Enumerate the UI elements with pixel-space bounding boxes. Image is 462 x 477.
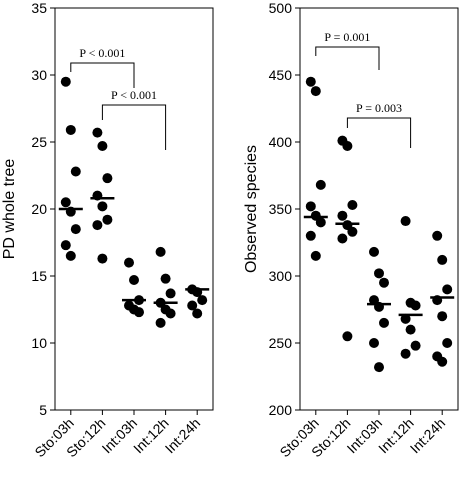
data-point <box>374 268 384 279</box>
data-point <box>342 331 353 342</box>
data-point <box>305 76 316 87</box>
y-tick-label: 400 <box>269 134 293 150</box>
y-tick-label: 350 <box>269 201 293 217</box>
data-point <box>437 311 448 322</box>
significance-bracket <box>70 62 135 88</box>
data-point <box>134 307 144 318</box>
x-tick-label: Int:24h <box>162 415 204 457</box>
data-point <box>192 308 203 319</box>
data-point <box>442 338 453 348</box>
data-point <box>342 141 353 152</box>
data-point <box>165 308 176 319</box>
significance-label: P = 0.001 <box>324 30 370 44</box>
data-point <box>60 240 71 251</box>
data-point <box>65 124 76 135</box>
significance-bracket <box>315 46 380 70</box>
data-point <box>410 340 421 351</box>
y-tick-label: 300 <box>269 268 293 284</box>
data-point <box>347 199 358 210</box>
data-point <box>310 86 321 97</box>
data-point <box>379 277 389 288</box>
y-tick-label: 30 <box>31 67 47 83</box>
data-point <box>165 288 176 299</box>
data-point <box>405 324 416 335</box>
data-point <box>400 348 411 359</box>
data-point <box>410 300 421 311</box>
data-point <box>70 224 81 235</box>
data-point <box>400 313 411 324</box>
y-tick-label: 20 <box>31 201 47 217</box>
data-point <box>337 210 348 221</box>
data-point <box>374 362 384 373</box>
significance-label: P = 0.003 <box>356 101 402 115</box>
data-point <box>347 226 358 237</box>
y-tick-label: 500 <box>269 0 293 16</box>
data-point <box>305 201 316 212</box>
data-point <box>442 284 453 295</box>
data-point <box>70 166 81 177</box>
data-point <box>315 217 326 228</box>
data-point <box>60 197 71 208</box>
data-point <box>97 141 108 152</box>
data-point <box>197 295 208 306</box>
data-point <box>369 246 379 257</box>
y-tick-label: 10 <box>31 335 47 351</box>
data-point <box>337 233 348 244</box>
y-tick-label: 250 <box>269 335 293 351</box>
data-point <box>369 338 379 348</box>
data-point <box>92 220 103 231</box>
data-point <box>155 317 166 328</box>
data-point <box>305 230 316 241</box>
significance-bracket <box>346 117 412 148</box>
data-point <box>124 257 134 268</box>
data-point <box>310 250 321 261</box>
y-tick-label: 15 <box>31 268 47 284</box>
data-point <box>60 76 71 87</box>
y-axis-label: PD whole tree <box>1 159 18 260</box>
data-point <box>102 214 113 225</box>
data-point <box>129 275 139 286</box>
y-tick-label: 5 <box>39 402 47 418</box>
significance-label: P < 0.001 <box>111 88 157 102</box>
data-point <box>65 250 76 261</box>
x-tick-label: Int:24h <box>407 415 449 457</box>
data-point <box>155 246 166 257</box>
data-point <box>315 179 326 190</box>
y-axis-label: Observed species <box>243 145 260 273</box>
significance-bracket <box>101 104 167 150</box>
data-point <box>97 253 108 264</box>
data-point <box>400 216 411 227</box>
data-point <box>437 254 448 265</box>
y-tick-label: 35 <box>31 0 47 16</box>
data-point <box>102 173 113 184</box>
data-point <box>160 273 171 284</box>
significance-label: P < 0.001 <box>79 46 125 60</box>
data-point <box>437 356 448 367</box>
y-tick-label: 450 <box>269 67 293 83</box>
data-point <box>379 317 389 328</box>
data-point <box>97 201 108 212</box>
y-tick-label: 200 <box>269 402 293 418</box>
data-point <box>92 127 103 138</box>
data-point <box>432 230 443 241</box>
y-tick-label: 25 <box>31 134 47 150</box>
data-point <box>187 300 198 311</box>
